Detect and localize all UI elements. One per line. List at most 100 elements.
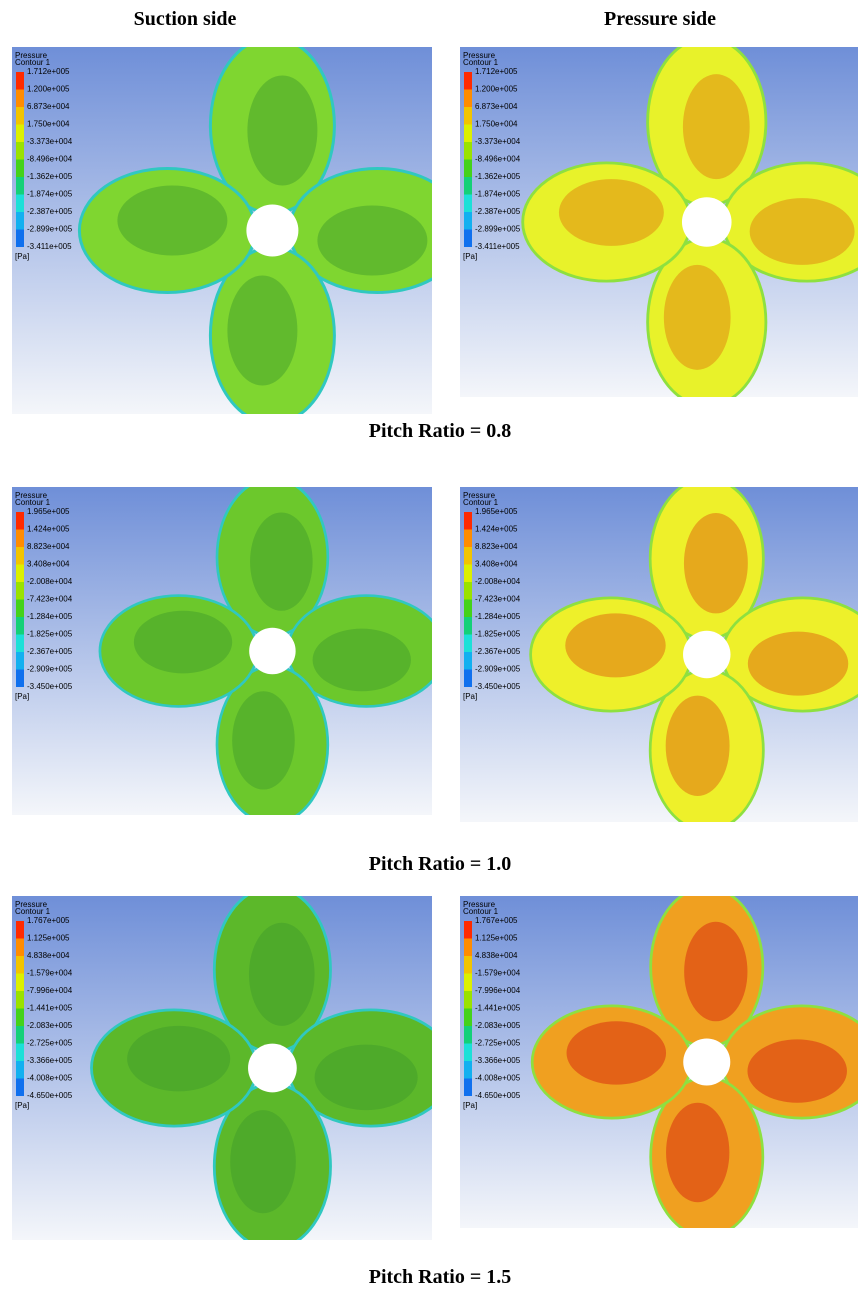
blade-shade bbox=[567, 1021, 667, 1084]
legend-label: -2.387e+005 bbox=[27, 207, 73, 216]
legend-swatch bbox=[16, 1061, 24, 1079]
legend-label: -8.496e+004 bbox=[475, 155, 521, 164]
legend-label: -1.441e+005 bbox=[27, 1004, 73, 1013]
legend-swatch bbox=[464, 177, 472, 195]
legend-label: -1.441e+005 bbox=[475, 1004, 521, 1013]
legend-label: 1.965e+005 bbox=[475, 507, 518, 516]
legend-label: -3.373e+004 bbox=[475, 137, 521, 146]
legend-label: 4.838e+004 bbox=[27, 951, 70, 960]
legend-label: -1.874e+005 bbox=[475, 190, 521, 199]
blade-shade bbox=[664, 265, 731, 370]
legend-swatch bbox=[464, 670, 472, 688]
legend-swatch bbox=[464, 956, 472, 974]
legend-label: 1.200e+005 bbox=[27, 85, 70, 94]
legend-swatch bbox=[464, 1009, 472, 1027]
legend-label: 1.125e+005 bbox=[27, 934, 70, 943]
legend-label: -4.008e+005 bbox=[475, 1074, 521, 1083]
legend-swatch bbox=[16, 652, 24, 670]
blade-shade bbox=[313, 629, 411, 692]
legend-unit: [Pa] bbox=[15, 1101, 29, 1110]
legend-label: 1.712e+005 bbox=[27, 67, 70, 76]
legend-label: -4.008e+005 bbox=[27, 1074, 73, 1083]
legend-swatch bbox=[464, 160, 472, 178]
legend-swatch bbox=[464, 72, 472, 90]
legend-label: -1.825e+005 bbox=[27, 630, 73, 639]
legend-swatch bbox=[16, 107, 24, 125]
legend-label: -7.423e+004 bbox=[27, 595, 73, 604]
blade-shade bbox=[565, 613, 665, 677]
legend-title: Contour 1 bbox=[463, 498, 499, 507]
legend-swatch bbox=[464, 125, 472, 143]
legend-label: -3.411e+005 bbox=[27, 242, 72, 251]
legend-swatch bbox=[16, 195, 24, 213]
legend-label: 1.767e+005 bbox=[27, 916, 70, 925]
blade-shade bbox=[127, 1026, 230, 1092]
legend-label: 3.408e+004 bbox=[475, 560, 518, 569]
legend-swatch bbox=[16, 530, 24, 548]
blade-shade bbox=[666, 696, 730, 796]
contour-panel: PressureContour 11.767e+0051.125e+0054.8… bbox=[460, 896, 858, 1228]
legend-swatch bbox=[464, 530, 472, 548]
legend-label: 4.838e+004 bbox=[475, 951, 518, 960]
hub bbox=[682, 197, 732, 247]
legend-unit: [Pa] bbox=[15, 692, 29, 701]
blade bbox=[79, 169, 255, 293]
legend-label: -3.373e+004 bbox=[27, 137, 73, 146]
legend-swatch bbox=[464, 617, 472, 635]
column-header: Pressure side bbox=[520, 8, 800, 31]
legend-label: -3.366e+005 bbox=[475, 1056, 521, 1065]
legend-label: 6.873e+004 bbox=[27, 102, 70, 111]
blade bbox=[91, 1010, 256, 1126]
legend-swatch bbox=[464, 1079, 472, 1097]
legend-swatch bbox=[464, 1061, 472, 1079]
legend-label: -1.874e+005 bbox=[27, 190, 73, 199]
page: Suction side Pressure side Pitch Ratio =… bbox=[0, 0, 867, 1295]
blade-shade bbox=[684, 922, 747, 1022]
legend-label: 8.823e+004 bbox=[27, 542, 70, 551]
hub bbox=[683, 1038, 730, 1085]
legend-label: -2.899e+005 bbox=[27, 225, 73, 234]
blade-shade bbox=[684, 513, 748, 613]
caption: Pitch Ratio = 0.8 bbox=[250, 420, 630, 443]
legend-swatch bbox=[16, 125, 24, 143]
legend-swatch bbox=[16, 600, 24, 618]
legend-label: -2.083e+005 bbox=[27, 1021, 73, 1030]
blade-shade bbox=[227, 276, 297, 386]
legend-swatch bbox=[16, 565, 24, 583]
legend-label: -4.650e+005 bbox=[475, 1091, 521, 1100]
blade-shade bbox=[748, 632, 848, 696]
legend-label: -2.909e+005 bbox=[475, 665, 521, 674]
legend-label: -7.996e+004 bbox=[475, 986, 521, 995]
blade-shade bbox=[315, 1045, 418, 1111]
blade-shade bbox=[247, 76, 317, 186]
legend-swatch bbox=[464, 991, 472, 1009]
legend-swatch bbox=[16, 1079, 24, 1097]
legend-label: 6.873e+004 bbox=[475, 102, 518, 111]
legend-label: 8.823e+004 bbox=[475, 542, 518, 551]
legend-label: -2.725e+005 bbox=[27, 1039, 73, 1048]
legend-label: 1.125e+005 bbox=[475, 934, 518, 943]
legend-title: Contour 1 bbox=[15, 907, 51, 916]
legend-swatch bbox=[16, 635, 24, 653]
legend-swatch bbox=[16, 230, 24, 248]
blade-shade bbox=[666, 1103, 729, 1203]
blade bbox=[531, 598, 692, 711]
legend-label: -3.411e+005 bbox=[475, 242, 520, 251]
legend-label: -3.450e+005 bbox=[27, 682, 73, 691]
legend-label: -2.008e+004 bbox=[475, 577, 521, 586]
blade-shade bbox=[747, 1039, 847, 1102]
legend-swatch bbox=[16, 160, 24, 178]
legend-swatch bbox=[16, 617, 24, 635]
legend-unit: [Pa] bbox=[463, 692, 477, 701]
legend-swatch bbox=[464, 635, 472, 653]
blade-shade bbox=[683, 74, 750, 179]
legend-label: -2.367e+005 bbox=[27, 647, 73, 656]
legend-label: 1.200e+005 bbox=[475, 85, 518, 94]
legend-swatch bbox=[464, 565, 472, 583]
caption: Pitch Ratio = 1.5 bbox=[250, 1266, 630, 1289]
hub bbox=[683, 631, 730, 678]
legend-label: -2.909e+005 bbox=[27, 665, 73, 674]
